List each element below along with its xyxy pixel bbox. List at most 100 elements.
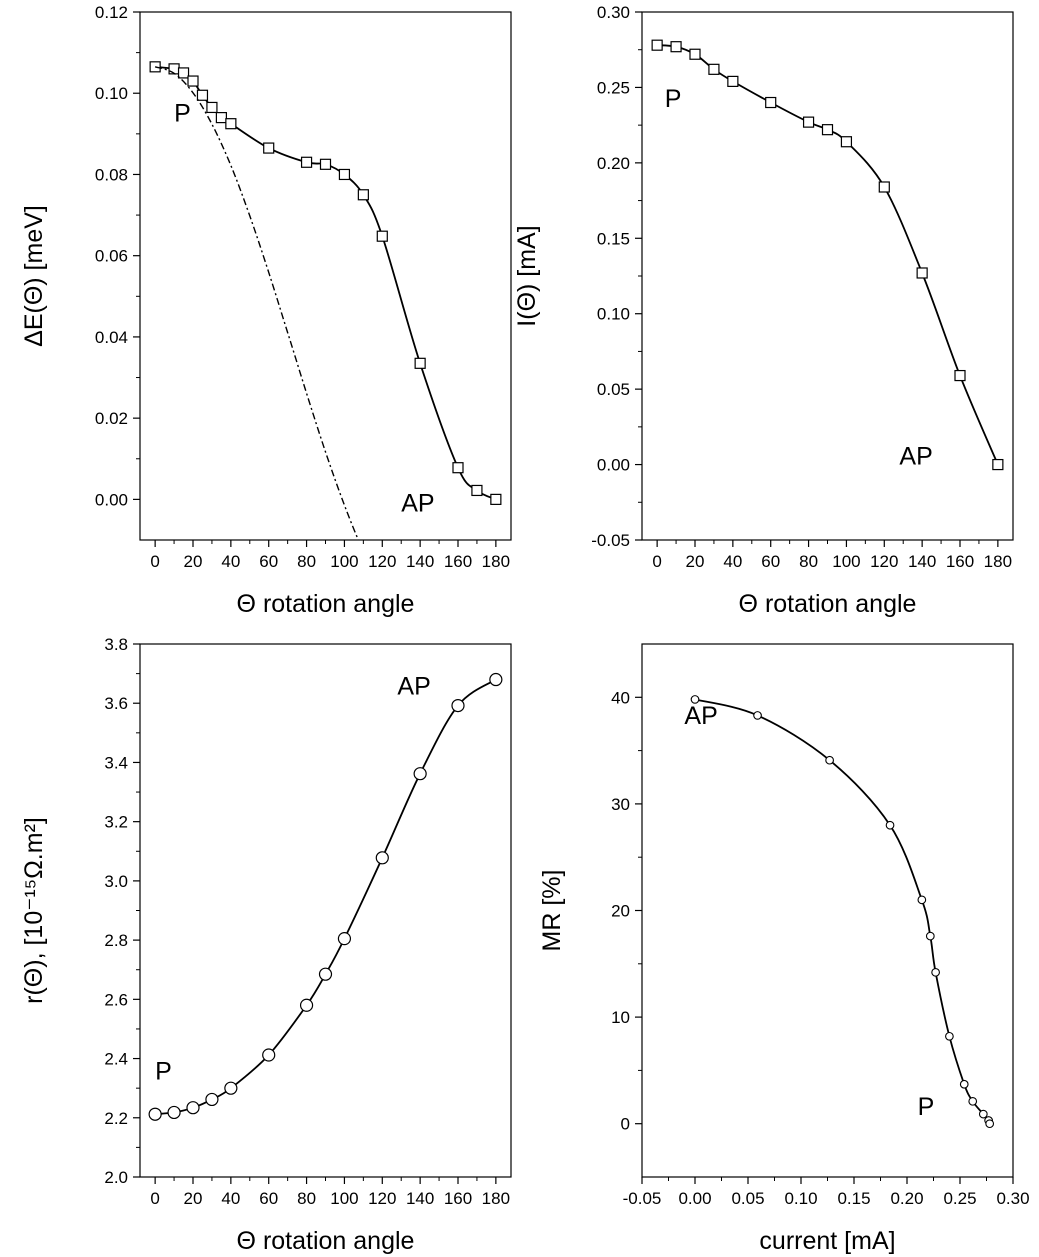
y-tick-label: 3.8: [104, 635, 128, 654]
y-tick-label: 0.12: [95, 3, 128, 22]
data-point-circle: [167, 1105, 181, 1120]
data-point-square: [651, 39, 663, 51]
x-tick-label: 0.00: [678, 1189, 711, 1208]
x-tick-label: 60: [761, 552, 780, 571]
annotation-ap: AP: [899, 443, 932, 471]
data-point-square: [802, 116, 815, 128]
x-tick-label: 0.10: [784, 1189, 817, 1208]
data-point-square: [338, 168, 351, 181]
data-point-circle: [959, 1079, 969, 1089]
data-point-square: [670, 41, 682, 53]
annotation-p: P: [174, 100, 191, 128]
data-point-circle: [337, 932, 352, 946]
data-point-circle: [375, 851, 389, 865]
x-tick-label: 40: [221, 1189, 240, 1208]
x-tick-label: -0.05: [623, 1189, 662, 1208]
y-axis-label: MR [%]: [538, 870, 566, 952]
y-tick-label: 3.6: [104, 694, 128, 713]
y-tick-label: 0.15: [597, 229, 630, 248]
data-point-circle: [489, 672, 503, 687]
data-point-square: [414, 357, 426, 369]
data-point-circle: [318, 967, 333, 981]
y-tick-label: 0.02: [95, 409, 128, 428]
data-point-square: [263, 142, 275, 154]
x-axis-label: current [mA]: [759, 1227, 895, 1255]
data-point-circle: [413, 767, 427, 781]
x-tick-label: 0: [652, 552, 661, 571]
y-tick-label: 0: [621, 1115, 630, 1134]
y-tick-label: 2.8: [104, 931, 128, 950]
x-tick-label: 140: [406, 1189, 434, 1208]
y-tick-label: 30: [611, 795, 630, 814]
x-tick-label: 160: [444, 552, 472, 571]
y-tick-label: 2.2: [104, 1109, 128, 1128]
data-point-square: [215, 111, 227, 124]
data-point-square: [376, 230, 388, 242]
data-point-circle: [825, 755, 834, 765]
x-tick-label: 100: [330, 1189, 358, 1208]
annotation-ap: AP: [401, 490, 434, 518]
data-point-square: [992, 458, 1004, 471]
data-point-circle: [945, 1031, 954, 1041]
data-point-circle: [968, 1096, 978, 1106]
x-tick-label: 0.25: [943, 1189, 976, 1208]
y-tick-label: 0.00: [95, 490, 128, 509]
data-point-square: [187, 75, 199, 87]
y-tick-label: 0.10: [597, 305, 630, 324]
data-point-square: [727, 75, 739, 87]
x-tick-label: 80: [297, 552, 316, 571]
data-point-square: [916, 267, 928, 279]
data-point-square: [206, 101, 218, 114]
y-tick-label: 0.25: [597, 78, 630, 97]
x-tick-label: 160: [444, 1189, 472, 1208]
chart-panel-bottom-left: 0 20 40 60 80 100 120 140 160 180 2.0 2.2 2.4 2.6 2.8 3…: [20, 635, 512, 1255]
data-point-circle: [148, 1107, 162, 1121]
data-point-square: [225, 118, 237, 130]
annotation-p: P: [665, 85, 682, 113]
series-0: [154, 65, 497, 501]
data-point-circle: [186, 1101, 200, 1115]
data-point-circle: [917, 895, 927, 905]
x-tick-label: 120: [870, 552, 898, 571]
data-point-circle: [205, 1092, 219, 1107]
data-point-square: [821, 124, 834, 136]
y-tick-label: 0.06: [95, 247, 128, 266]
fit-curve: [657, 44, 999, 465]
fit-curve: [154, 65, 497, 501]
x-tick-label: 100: [832, 552, 860, 571]
y-tick-label: -0.05: [591, 531, 630, 550]
data-point-circle: [224, 1081, 238, 1095]
x-tick-label: 40: [723, 552, 742, 571]
series-0: [155, 678, 497, 1116]
x-tick-label: 20: [184, 552, 203, 571]
data-point-square: [300, 156, 313, 168]
data-point-square: [708, 63, 720, 75]
x-tick-label: 180: [482, 552, 510, 571]
data-point-square: [490, 493, 502, 505]
x-tick-label: 120: [368, 552, 396, 571]
data-point-circle: [262, 1048, 276, 1062]
x-tick-label: 180: [984, 552, 1012, 571]
data-point-circle: [299, 998, 314, 1012]
y-axis-label: r(Θ), [10⁻¹⁵Ω.m²]: [20, 817, 48, 1004]
chart-panel-top-left: 0 20 40 60 80 100 120 140 160 180 0.00 0.02 0.04 0.06…: [20, 3, 512, 618]
x-tick-label: 0: [150, 1189, 159, 1208]
data-point-circle: [925, 931, 935, 941]
x-tick-label: 120: [368, 1189, 396, 1208]
x-tick-label: 80: [799, 552, 818, 571]
x-tick-label: 20: [184, 1189, 203, 1208]
plot-frame: [641, 11, 1014, 541]
y-tick-label: 3.0: [104, 872, 128, 891]
y-tick-label: 0.08: [95, 165, 128, 184]
y-axis-label: ΔE(Θ) [meV]: [20, 205, 48, 347]
annotation-p: P: [155, 1057, 172, 1085]
x-tick-label: 180: [482, 1189, 510, 1208]
chart-panel-top-right: 0 20 40 60 80 100 120 140 160 180 -0.05 0.00 0.05 0.1…: [513, 3, 1014, 618]
series-0: [694, 698, 991, 1125]
x-tick-label: 100: [330, 552, 358, 571]
data-point-circle: [885, 820, 895, 830]
y-tick-label: 0.04: [95, 328, 128, 347]
annotation-ap: AP: [684, 702, 717, 730]
data-point-square: [196, 89, 209, 101]
